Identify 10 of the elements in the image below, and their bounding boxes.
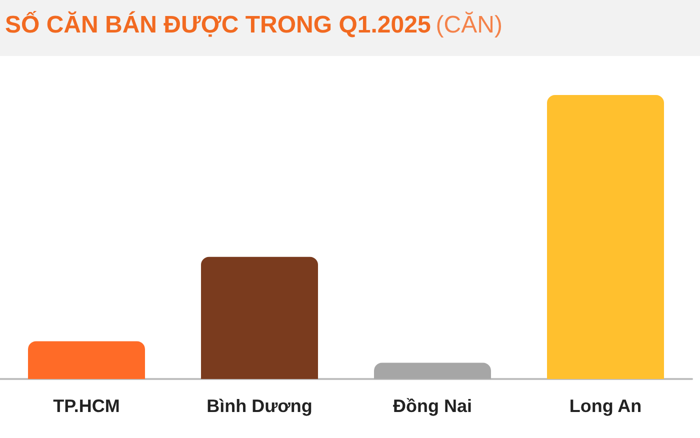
chart-subtitle: (CĂN) — [436, 12, 502, 38]
x-tick-label: Đồng Nai — [393, 396, 472, 416]
chart-title: SỐ CĂN BÁN ĐƯỢC TRONG Q1.2025 — [5, 10, 431, 38]
x-tick-label: Long An — [569, 396, 642, 416]
x-tick-label: Bình Dương — [206, 396, 312, 416]
bar — [28, 341, 145, 379]
bar — [547, 95, 664, 379]
bar — [201, 256, 318, 379]
x-tick-label: TP.HCM — [53, 396, 120, 416]
bar — [374, 362, 491, 379]
